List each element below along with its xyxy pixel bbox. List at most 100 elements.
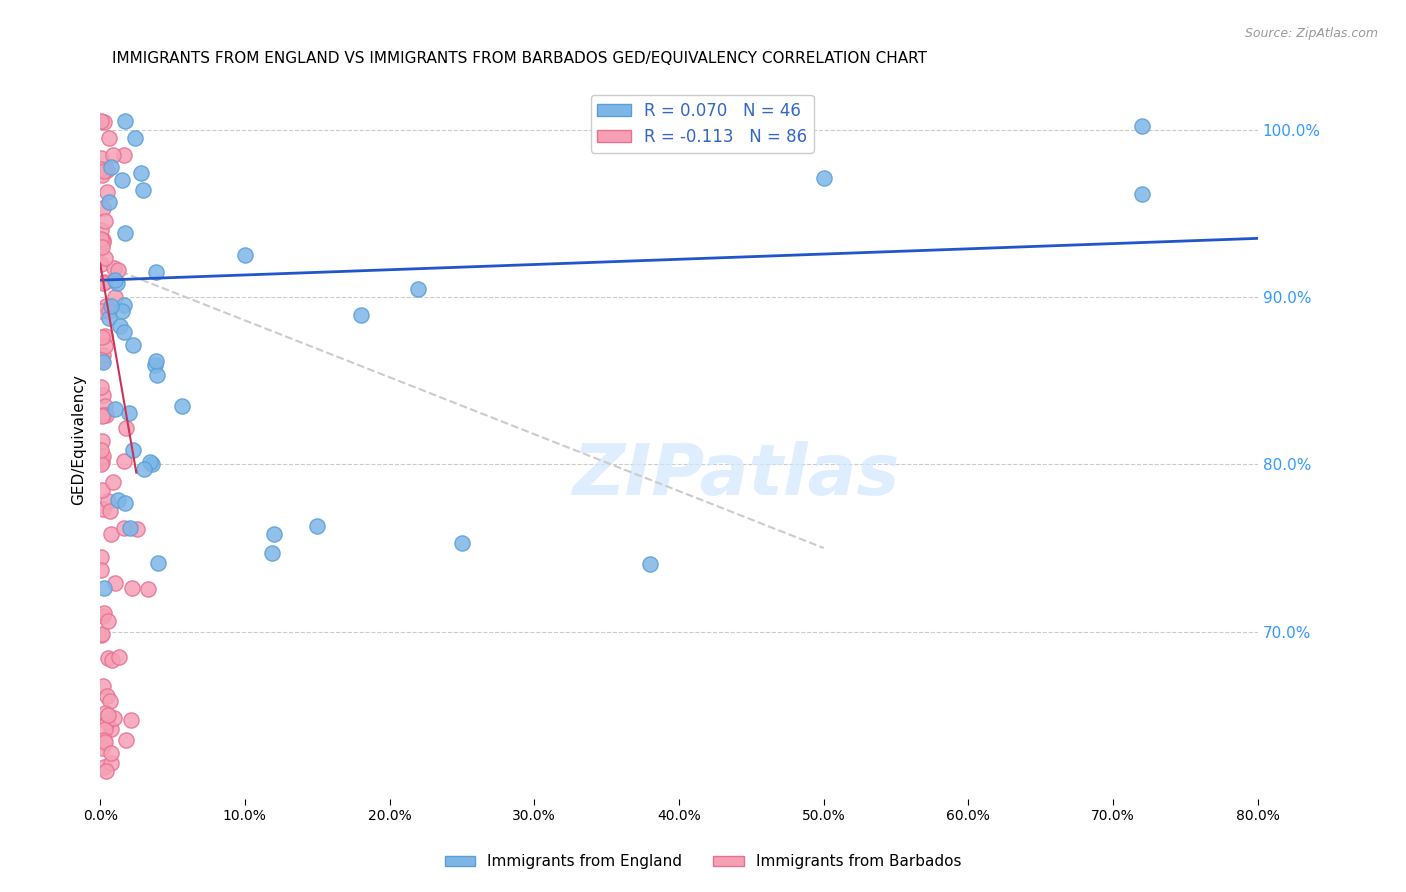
Point [148,556,170,570]
Point [94,329,117,343]
Point [90,151,112,165]
Point [91,233,114,247]
Point [91,347,114,361]
Point [108,650,131,665]
Point [100,756,122,770]
Point [91,388,114,402]
Point [96,764,118,778]
Point [107,263,129,277]
Point [97,194,120,209]
Point [97,493,120,508]
Point [90,451,112,466]
Point [100,299,122,313]
Point [120,713,142,727]
Point [112,298,135,312]
Point [98,504,121,518]
Point [91,627,114,641]
Point [1130,119,1153,133]
Point [90,483,112,497]
Point [104,401,127,416]
Point [668,114,690,128]
Point [94,339,117,353]
Point [141,457,163,471]
Point [1130,186,1153,201]
Point [91,276,114,290]
Point [146,368,169,382]
Point [90,380,112,394]
Point [122,443,145,458]
Point [91,408,114,422]
Point [90,628,112,642]
Point [98,304,121,318]
Point [97,651,120,665]
Point [91,740,114,755]
Point [349,308,371,322]
Point [93,760,115,774]
Point [96,299,118,313]
Point [97,615,120,629]
Point [132,183,155,197]
Point [115,421,138,435]
Point [90,114,112,128]
Point [104,290,127,304]
Point [93,164,115,178]
Point [91,434,114,448]
Point [91,352,114,367]
Point [96,163,118,178]
Point [143,359,166,373]
Point [90,232,112,246]
Point [91,409,114,424]
Point [90,563,112,577]
Point [91,240,114,254]
Point [103,711,125,725]
Point [100,160,122,174]
Point [139,455,162,469]
Point [94,735,117,749]
Point [93,114,115,128]
Point [93,581,115,595]
Legend: R = 0.070   N = 46, R = -0.113   N = 86: R = 0.070 N = 46, R = -0.113 N = 86 [591,95,814,153]
Point [112,325,135,339]
Point [114,114,136,128]
Point [91,235,114,249]
Point [100,746,122,760]
Point [638,557,661,571]
Point [91,449,114,463]
Point [101,475,124,490]
Point [408,282,430,296]
Y-axis label: GED/Equivalency: GED/Equivalency [72,374,86,505]
Point [97,131,120,145]
Text: Source: ZipAtlas.com: Source: ZipAtlas.com [1244,27,1378,40]
Point [90,223,112,237]
Text: ZIPatlas: ZIPatlas [574,441,901,509]
Point [94,722,117,736]
Point [124,131,146,145]
Point [118,521,141,535]
Point [90,550,112,565]
Text: IMMIGRANTS FROM ENGLAND VS IMMIGRANTS FROM BARBADOS GED/EQUIVALENCY CORRELATION : IMMIGRANTS FROM ENGLAND VS IMMIGRANTS FR… [111,51,927,66]
Point [112,147,135,161]
Point [172,400,194,414]
Point [107,492,129,507]
Point [96,185,118,199]
Point [104,273,127,287]
Point [96,715,118,730]
Point [90,257,112,271]
Point [96,408,118,422]
Point [263,526,285,541]
Point [97,310,120,325]
Point [451,536,474,550]
Point [94,214,117,228]
Point [101,148,124,162]
Point [91,202,114,216]
Point [112,454,135,468]
Point [94,251,117,265]
Point [100,527,122,541]
Point [93,732,115,747]
Point [93,606,115,620]
Point [307,518,329,533]
Point [90,443,112,458]
Point [94,399,117,413]
Point [260,546,283,560]
Point [121,581,143,595]
